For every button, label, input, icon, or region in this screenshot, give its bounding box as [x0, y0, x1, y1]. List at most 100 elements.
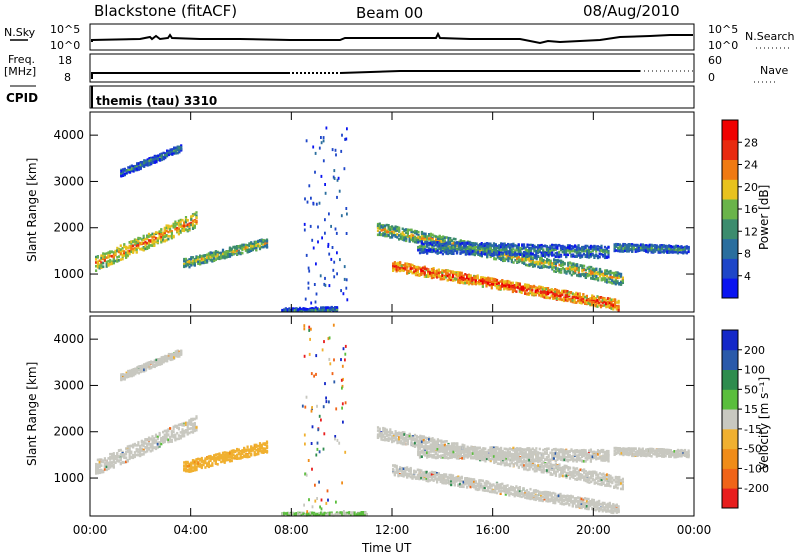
power-cell: [136, 251, 138, 254]
velocity-cell: [100, 464, 102, 467]
power-cell: [344, 278, 346, 281]
velocity-cell: [113, 452, 115, 455]
power-cell: [463, 250, 465, 253]
power-cell: [607, 246, 609, 249]
nsearch-label: N.Search: [745, 30, 795, 43]
power-heatmap-marks: [95, 127, 690, 313]
power-cell: [304, 229, 306, 232]
power-cell: [306, 139, 308, 142]
power-cell: [345, 207, 347, 210]
power-cell: [308, 184, 310, 187]
nsearch-tick-top: 10^5: [708, 23, 738, 36]
power-cell: [346, 278, 348, 281]
power-cell: [346, 213, 348, 216]
velocity-cell: [171, 439, 173, 442]
velocity-cell: [157, 438, 159, 441]
power-cell: [578, 269, 580, 272]
power-cell: [530, 250, 532, 253]
velocity-cell: [120, 459, 122, 462]
power-cell: [345, 138, 347, 141]
power-ytick-label: 3000: [53, 174, 84, 188]
power-cell: [194, 225, 196, 228]
power-cell: [336, 251, 338, 254]
power-cell: [329, 284, 331, 287]
power-cell: [521, 291, 523, 294]
power-cell: [513, 261, 515, 264]
power-cell: [599, 268, 601, 271]
power-cell: [95, 269, 97, 272]
power-cell: [519, 283, 521, 286]
velocity-cell: [159, 432, 161, 435]
velocity-cell: [127, 460, 129, 463]
power-cell: [340, 289, 342, 292]
velocity-cell: [130, 451, 132, 454]
power-cell: [454, 245, 456, 248]
power-cell: [341, 134, 343, 137]
power-cell: [321, 236, 323, 239]
power-cell: [122, 258, 124, 261]
freq-panel-frame: [90, 54, 694, 82]
power-panel-frame: [90, 112, 694, 312]
power-cell: [315, 152, 317, 155]
power-cell: [317, 240, 319, 243]
power-cell: [323, 139, 325, 142]
power-cell: [330, 225, 332, 228]
power-cell: [618, 309, 620, 312]
power-cell: [491, 287, 493, 290]
power-cell: [315, 301, 317, 304]
power-cell: [336, 306, 338, 309]
velocity-cell: [113, 466, 115, 469]
power-cell: [102, 265, 104, 268]
power-cell: [461, 272, 463, 275]
power-cell: [222, 249, 224, 252]
power-cell: [328, 243, 330, 246]
power-cell: [335, 228, 337, 231]
power-cell: [173, 236, 175, 239]
power-cell: [324, 183, 326, 186]
velocity-band-1: [120, 350, 182, 382]
power-cell: [255, 249, 257, 252]
power-cell: [519, 250, 521, 253]
power-cell: [688, 251, 690, 254]
velocity-band-0: [95, 415, 198, 475]
freq-series-line: [92, 71, 640, 79]
power-cell: [688, 246, 690, 249]
power-cell: [317, 226, 319, 229]
power-cell: [241, 252, 243, 255]
power-cell: [335, 149, 337, 152]
power-cell: [600, 245, 602, 248]
power-cell: [332, 148, 334, 151]
power-cell: [579, 293, 581, 296]
nave-tick-top: 60: [708, 54, 722, 67]
power-cell: [344, 265, 346, 268]
power-cell: [339, 258, 341, 261]
power-cell: [266, 244, 268, 247]
power-cell: [346, 298, 348, 301]
power-cell: [316, 293, 318, 296]
power-cell: [325, 284, 327, 287]
power-cell: [325, 192, 327, 195]
velocity-cell: [125, 453, 127, 456]
power-cell: [438, 242, 440, 245]
nsky-series-line: [92, 34, 693, 43]
power-cell: [341, 214, 343, 217]
power-cell: [452, 252, 454, 255]
power-cell: [311, 239, 313, 242]
power-cell: [345, 287, 347, 290]
power-ytick-label: 4000: [53, 128, 84, 142]
power-cell: [335, 153, 337, 156]
power-cell: [171, 232, 173, 235]
power-cell: [97, 256, 99, 259]
power-cell: [346, 127, 348, 130]
power-cell: [187, 219, 189, 222]
power-cell: [620, 273, 622, 276]
velocity-cell: [176, 432, 178, 435]
power-cell: [323, 136, 325, 139]
power-ytick-label: 2000: [53, 221, 84, 235]
power-cell: [607, 252, 609, 255]
power-cell: [305, 298, 307, 301]
power-cell: [157, 240, 159, 243]
power-cell: [398, 230, 400, 233]
power-cell: [320, 274, 322, 277]
